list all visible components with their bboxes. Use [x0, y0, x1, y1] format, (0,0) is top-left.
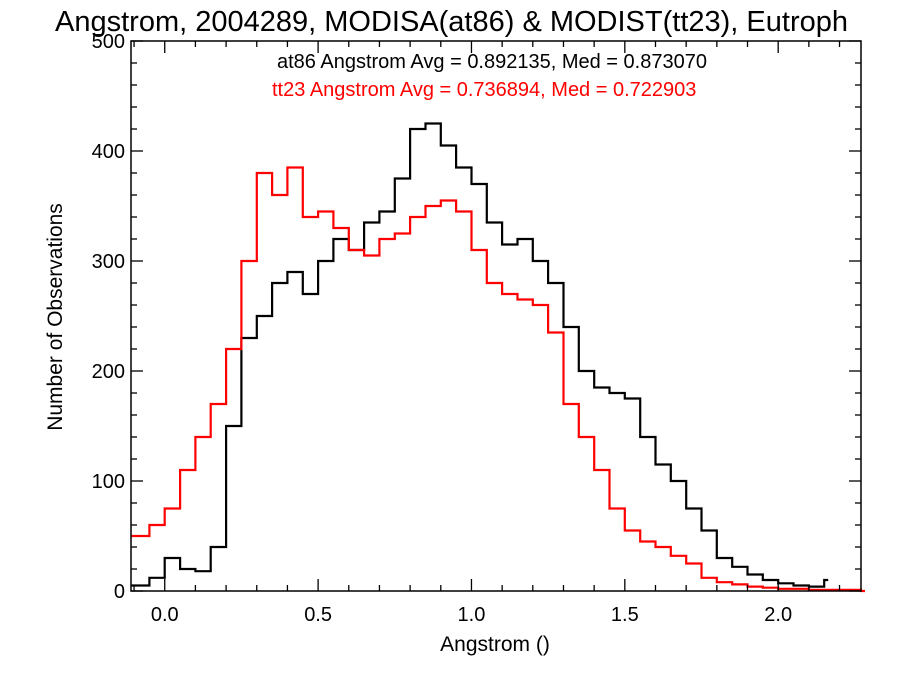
y-tick-label: 300 [92, 251, 125, 273]
x-tick-label: 2.0 [764, 604, 792, 626]
plot-frame [130, 40, 862, 592]
y-tick-label: 500 [92, 31, 125, 53]
x-tick-label: 1.5 [611, 604, 639, 626]
series-at86-line [131, 122, 829, 588]
y-tick-label: 0 [114, 581, 125, 603]
y-tick-label: 400 [92, 141, 125, 163]
series-tt23-line [131, 166, 865, 593]
chart-title: Angstrom, 2004289, MODISA(at86) & MODIST… [55, 6, 848, 38]
y-axis-label: Number of Observations [44, 203, 67, 431]
x-axis-label: Angstrom () [440, 633, 550, 656]
x-tick-label: 1.0 [458, 604, 486, 626]
y-tick-label: 100 [92, 471, 125, 493]
x-tick-label: 0.0 [151, 604, 179, 626]
annotation-at86: at86 Angstrom Avg = 0.892135, Med = 0.87… [277, 51, 707, 73]
series-layer [131, 122, 865, 593]
annotation-tt23: tt23 Angstrom Avg = 0.736894, Med = 0.72… [272, 79, 696, 101]
x-tick-label: 0.5 [304, 604, 332, 626]
axes-layer: 0.0 0.5 1.0 1.5 2.0 0 100 200 300 400 500 [92, 31, 862, 626]
y-tick-label: 200 [92, 361, 125, 383]
